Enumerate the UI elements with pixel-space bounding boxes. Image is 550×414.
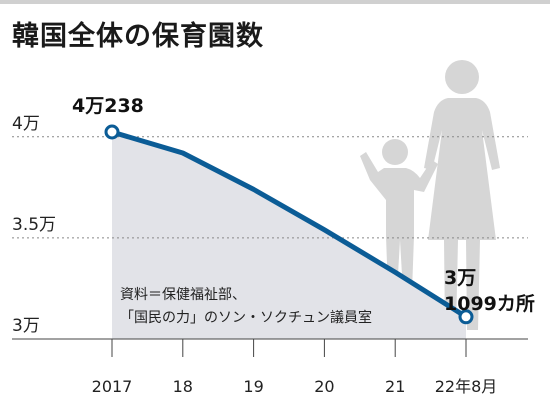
series-line — [109, 129, 469, 320]
chart-title: 韓国全体の保育園数 — [12, 21, 264, 52]
x-axis: 2017 18 19 20 21 22年8月 — [12, 338, 528, 396]
end-data-label-line1: 3万 — [444, 267, 476, 289]
data-point — [458, 309, 474, 325]
y-tick-label: 3万 — [12, 316, 40, 336]
data-points — [104, 124, 474, 325]
y-axis-ticks: 3万 3.5万 4万 — [12, 114, 56, 336]
end-data-label-line2: 1099カ所 — [444, 293, 535, 315]
x-tick-label: 18 — [173, 377, 193, 396]
source-note-line2: 「国民の力」のソン・ソクチュン議員室 — [120, 309, 372, 326]
adult-head-shape — [445, 60, 479, 94]
parent-and-child-icon — [360, 60, 500, 330]
source-note-line1: 資料＝保健福祉部、 — [120, 287, 246, 303]
top-bar — [0, 0, 550, 4]
x-tick-label: 19 — [243, 377, 263, 396]
x-tick-label: 21 — [385, 377, 405, 396]
child-body-shape — [360, 152, 438, 292]
start-data-label: 4万238 — [72, 95, 144, 117]
x-tick-label: 20 — [314, 377, 334, 396]
y-tick-label: 3.5万 — [12, 215, 56, 235]
x-tick-label: 22年8月 — [435, 377, 498, 396]
area-fill — [112, 132, 466, 339]
child-head-shape — [382, 139, 408, 165]
y-tick-label: 4万 — [12, 114, 40, 134]
data-point — [104, 124, 120, 140]
x-tick-label: 2017 — [92, 377, 133, 396]
adult-body-shape — [424, 98, 500, 330]
